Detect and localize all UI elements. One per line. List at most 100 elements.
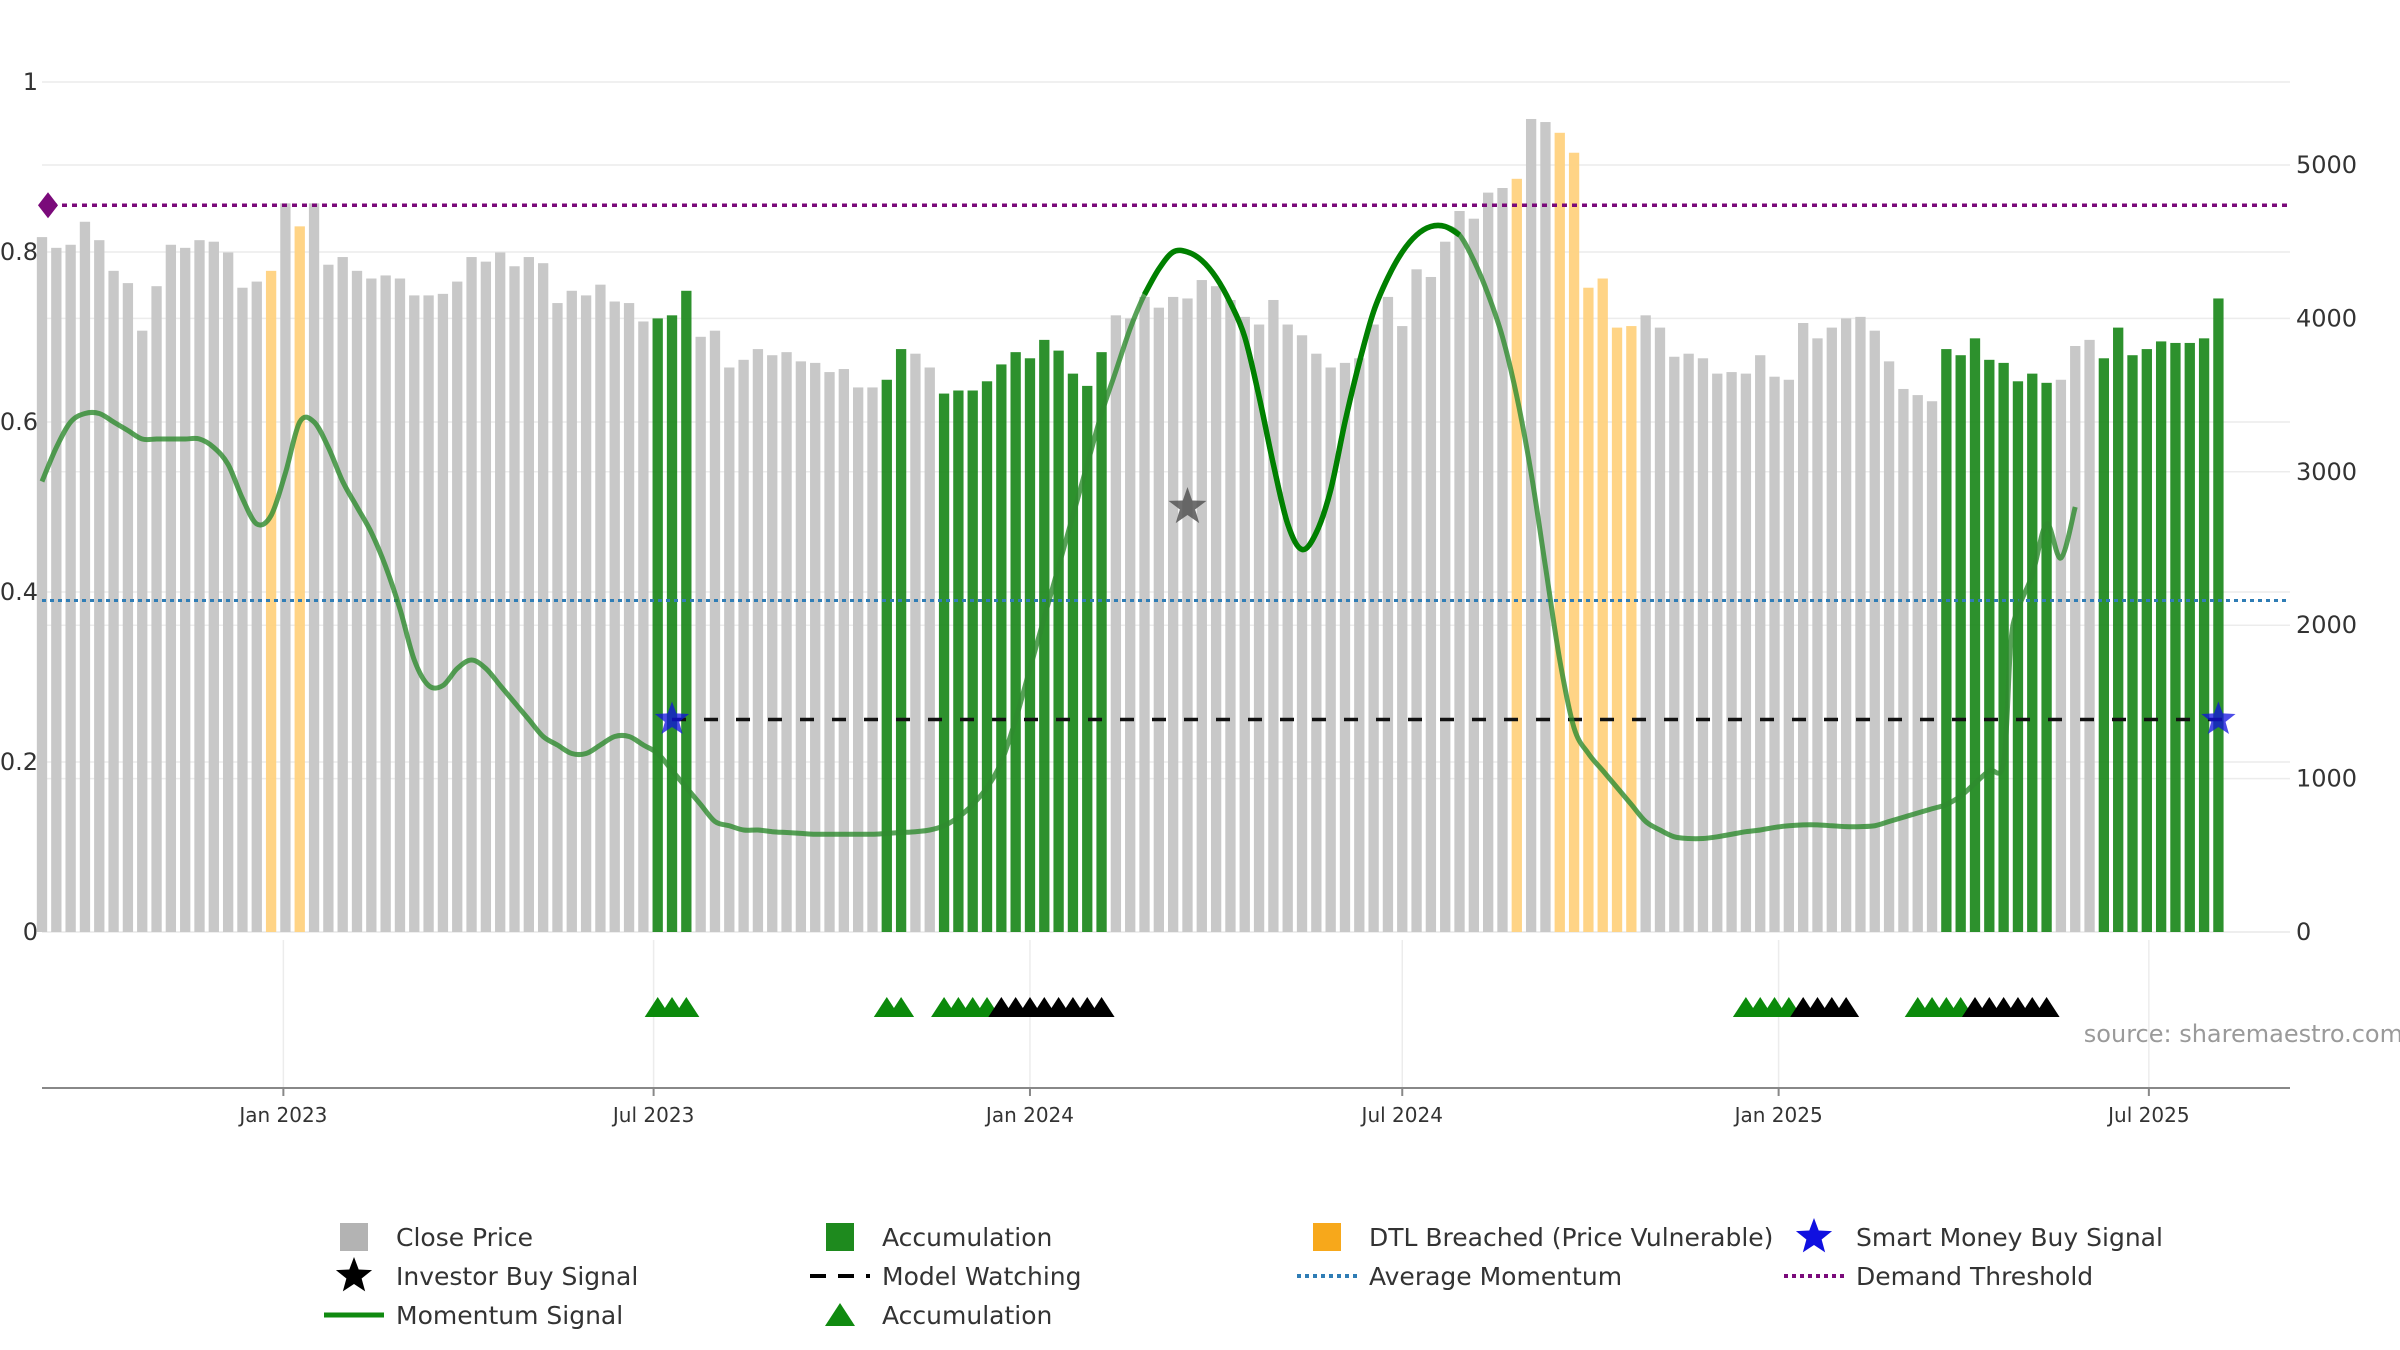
legend: Close Price Accumulation DTL Breached (Pri… [324, 1218, 2163, 1330]
legend-label: DTL Breached (Price Vulnerable) [1369, 1223, 1773, 1252]
legend-label: Momentum Signal [396, 1301, 623, 1330]
close-price-bar [1654, 327, 1666, 932]
close-price-bar [1196, 280, 1207, 932]
close-price-bar [280, 203, 291, 933]
close-price-bar [51, 247, 62, 932]
close-price-bar [2084, 339, 2095, 933]
investor-buy-star [1168, 487, 1207, 524]
close-price-bar [237, 287, 248, 933]
left-tick-label: 0.2 [0, 748, 38, 776]
accumulation-bar [2098, 358, 2110, 932]
close-price-bar [108, 270, 119, 932]
close-price-bar [1912, 395, 1923, 933]
legend-item: DTL Breached (Price Vulnerable) [1313, 1223, 1773, 1252]
close-price-bar [337, 257, 348, 932]
close-price-bar [838, 369, 849, 933]
close-price-bar [1110, 315, 1122, 932]
dtl-breached-bar [1511, 178, 1522, 932]
close-price-bar [452, 281, 463, 933]
accumulation-bar [1082, 385, 1093, 932]
close-price-bar [924, 367, 935, 932]
right-tick-label: 1000 [2296, 765, 2357, 793]
legend-item: Momentum Signal [324, 1301, 623, 1330]
dtl-breached-bar [1597, 278, 1608, 932]
accumulation-bar [1984, 359, 1995, 932]
dtl-breached-bar [294, 226, 305, 933]
close-price-bar [1282, 324, 1293, 932]
close-price-bar [1225, 299, 1236, 932]
close-price-bar [1325, 367, 1336, 932]
close-price-bar [194, 240, 205, 932]
close-price-bar [1296, 335, 1308, 932]
accumulation-triangle [888, 997, 915, 1017]
dtl-breached-bar [1583, 287, 1594, 933]
accumulation-bar [2113, 327, 2124, 932]
close-price-bar [1712, 373, 1723, 932]
close-price-bar [1253, 324, 1265, 932]
close-price-bar [1425, 276, 1437, 932]
close-price-bar [1311, 353, 1322, 932]
close-price-bar [466, 257, 477, 932]
close-price-bar [695, 336, 706, 933]
close-price-bar [79, 221, 91, 932]
legend-item: Investor Buy Signal [335, 1257, 638, 1292]
legend-item: Average Momentum [1297, 1262, 1622, 1291]
right-tick-label: 3000 [2296, 458, 2357, 486]
close-price-bar [537, 263, 549, 932]
close-price-bar [208, 241, 219, 932]
accumulation-bar [895, 349, 907, 933]
accumulation-bar [2141, 349, 2152, 933]
dtl-breached-bar [265, 270, 277, 932]
blue-star-icon [1795, 1218, 1833, 1253]
accumulation-bar [1053, 350, 1064, 932]
bars-layer [36, 118, 2224, 933]
legend-label: Accumulation [882, 1301, 1052, 1330]
accumulation-bar [938, 393, 950, 932]
close-price-bar [709, 330, 721, 932]
x-tick-label: Jul 2024 [1360, 1103, 1443, 1127]
accumulation-bar [967, 390, 978, 932]
close-price-bar [1783, 379, 1795, 932]
dtl-breached-bar [1626, 326, 1637, 932]
accumulation-bar [1096, 352, 1107, 932]
close-price-bar [810, 362, 821, 932]
close-price-bar [1411, 269, 1422, 932]
x-tick-label: Jan 2024 [984, 1103, 1074, 1127]
accumulation-bar [2155, 341, 2167, 932]
dtl-breached-bar [1611, 327, 1623, 932]
close-price-bar [1755, 355, 1766, 932]
green-legend-swatch [826, 1223, 854, 1251]
legend-label: Investor Buy Signal [396, 1262, 638, 1291]
close-price-bar [251, 281, 262, 933]
orange-legend-swatch [1313, 1223, 1341, 1251]
legend-label: Smart Money Buy Signal [1856, 1223, 2163, 1252]
close-price-bar [1468, 218, 1480, 932]
right-tick-label: 4000 [2296, 304, 2357, 332]
accumulation-triangle-black [1088, 997, 1115, 1017]
close-price-bar [1210, 286, 1222, 932]
close-price-bar [824, 372, 835, 933]
close-price-bar [94, 240, 105, 932]
close-price-bar [1826, 327, 1837, 932]
legend-item: Accumulation [826, 1223, 1052, 1252]
x-tick-label: Jul 2025 [2106, 1103, 2189, 1127]
right-tick-label: 2000 [2296, 611, 2357, 639]
close-price-bar [409, 295, 420, 932]
accumulation-bar [1941, 349, 1952, 933]
close-price-bar [1125, 318, 1136, 932]
close-price-bar [1382, 296, 1394, 932]
close-price-bar [566, 290, 577, 933]
accumulation-bar [666, 315, 678, 932]
close-price-bar [151, 286, 162, 932]
lines-layer [38, 192, 2290, 842]
accumulation-bar [2012, 381, 2024, 932]
close-price-bar [1855, 316, 1866, 933]
close-price-bar [137, 330, 148, 932]
close-price-bar [1139, 296, 1150, 932]
smart-money-star [2201, 701, 2236, 735]
accumulation-bar [981, 381, 993, 932]
close-price-bar [1239, 316, 1250, 933]
accumulation-bar [2041, 382, 2052, 932]
close-price-bar [222, 252, 234, 933]
close-price-bar [1812, 338, 1823, 932]
